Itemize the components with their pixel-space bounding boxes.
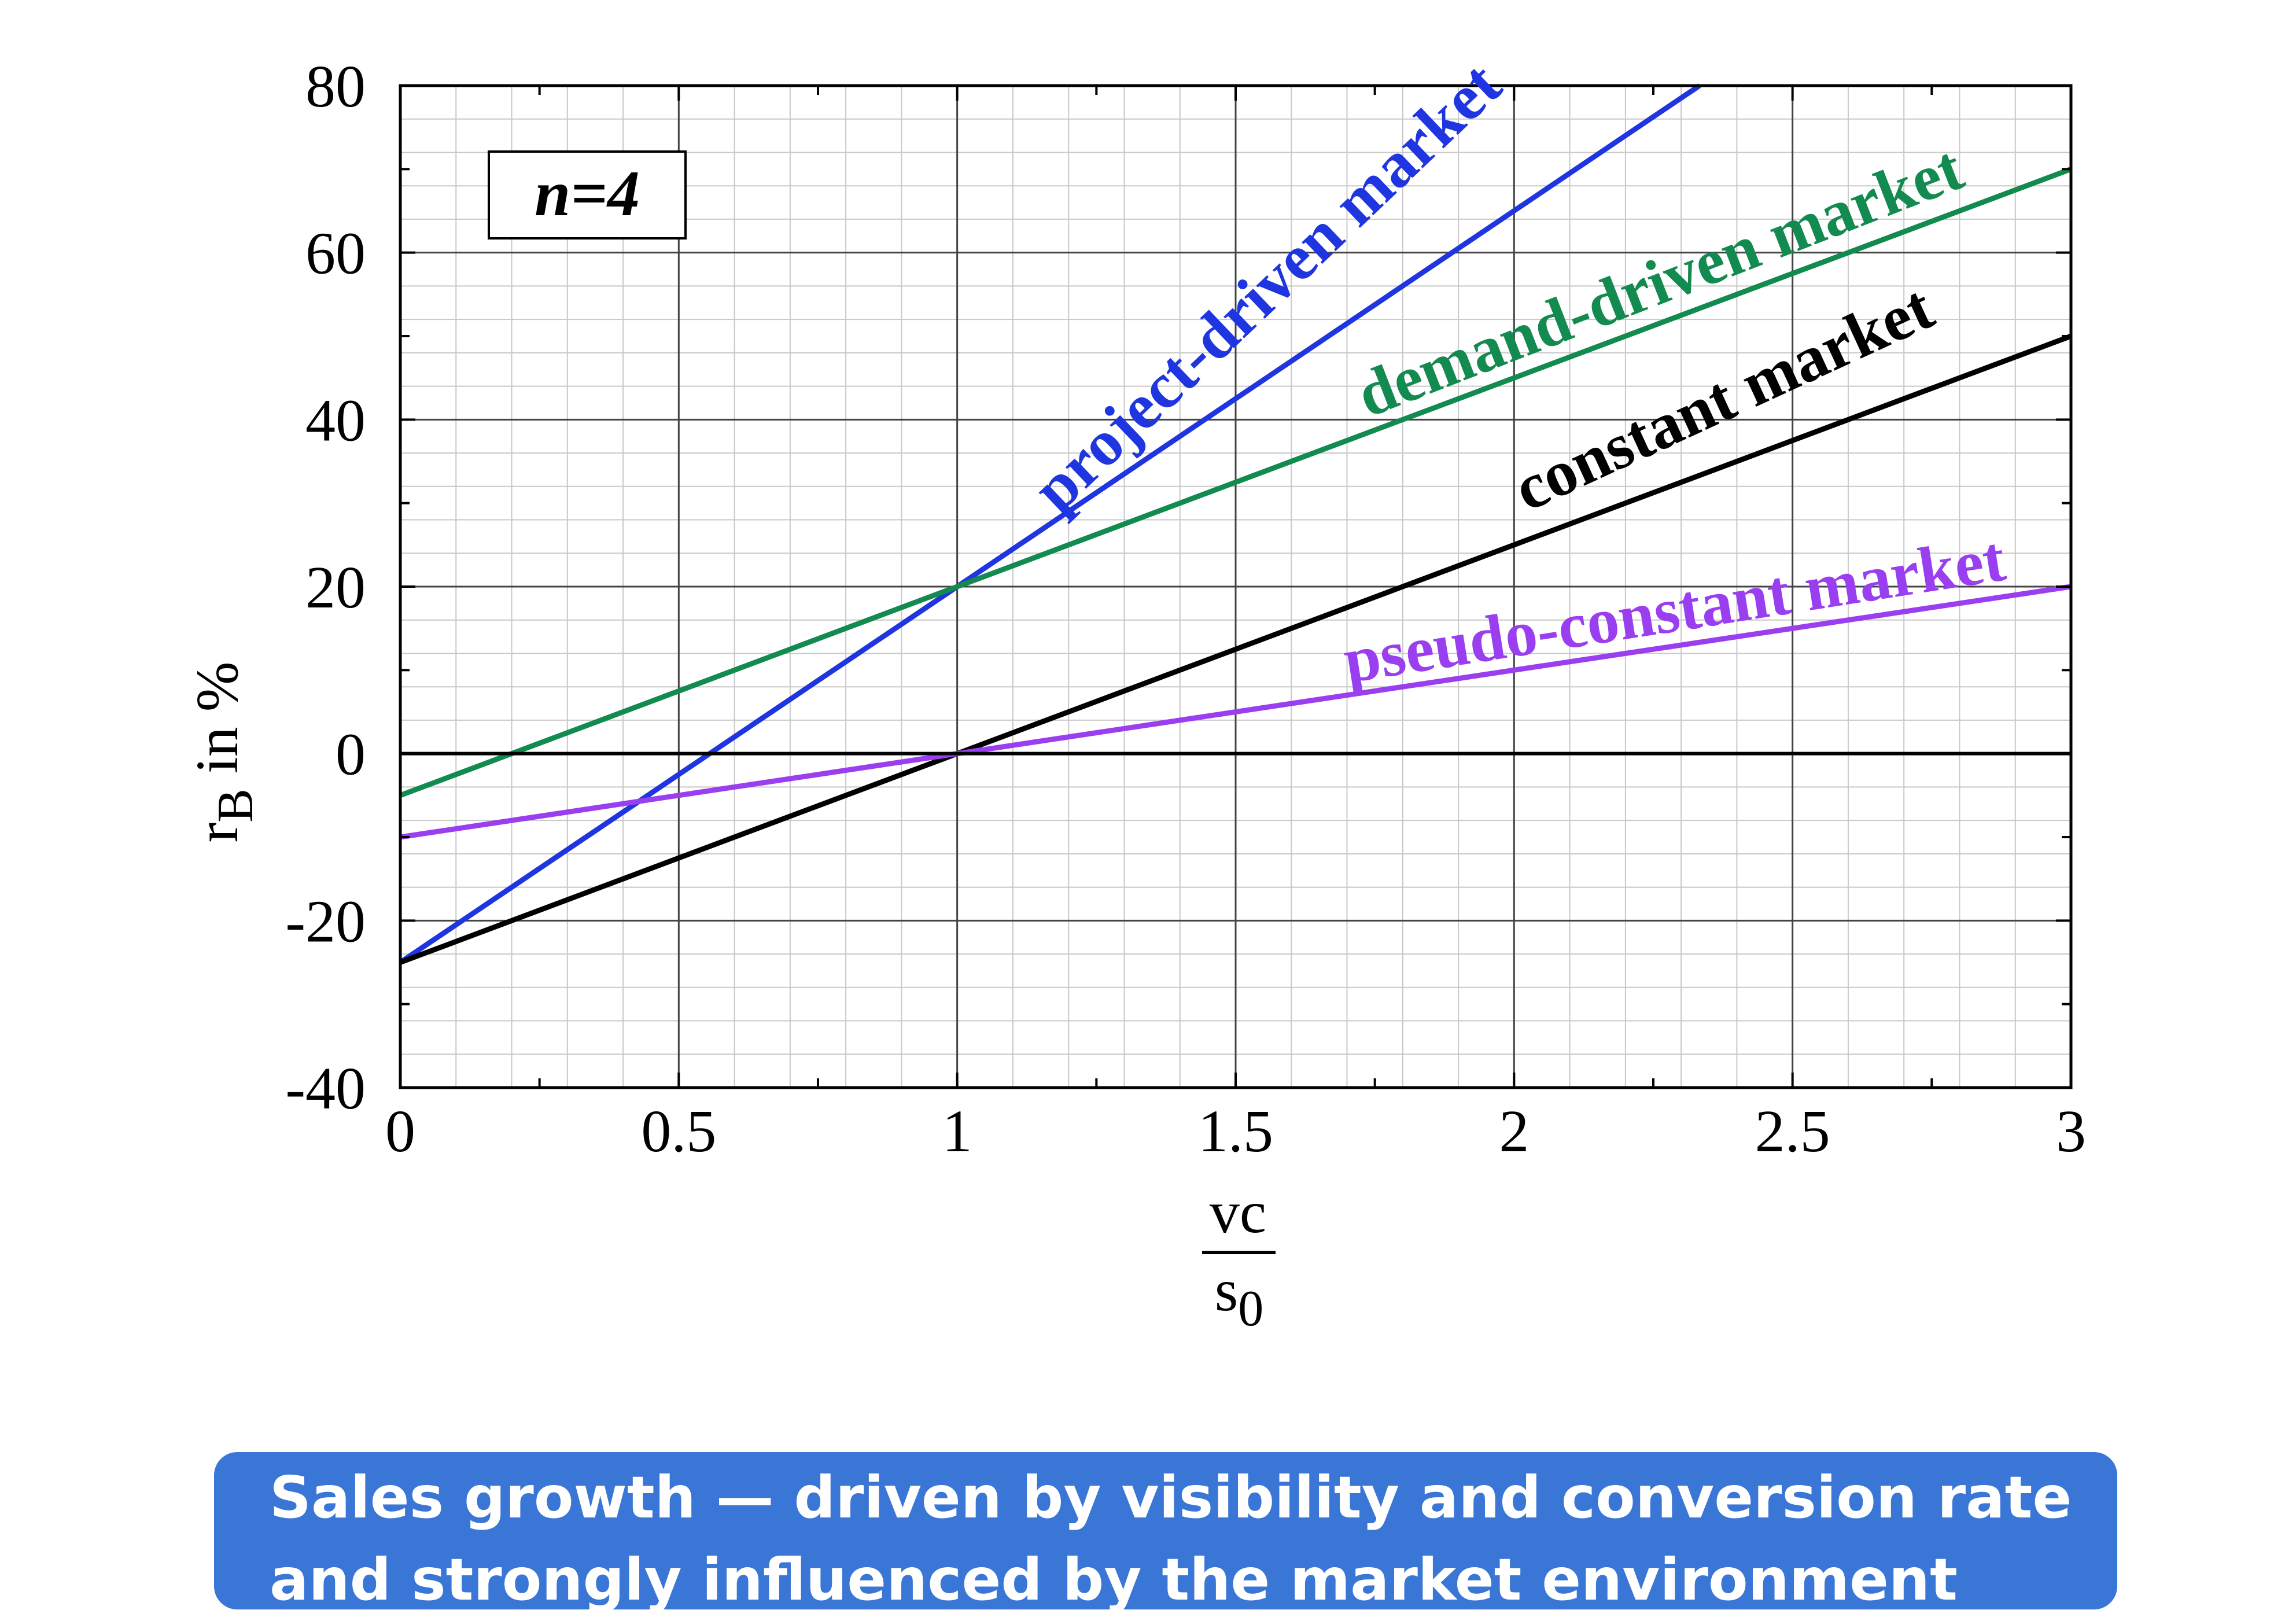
y-axis-label-suffix: in % [184, 662, 250, 789]
x-tick-label: 1 [942, 1098, 972, 1165]
y-tick-label: 60 [305, 220, 366, 287]
x-tick-label: 1.5 [1198, 1098, 1273, 1165]
caption-banner: Sales growth — driven by visibility and … [214, 1452, 2117, 1613]
series-label-project-driven: project-driven market [1019, 49, 1515, 525]
y-tick-label: 0 [336, 721, 366, 788]
x-axis-label-numerator: vc [1210, 1179, 1266, 1246]
x-tick-label: 3 [2056, 1098, 2086, 1165]
y-tick-label: 20 [305, 554, 366, 621]
y-tick-label: -40 [285, 1055, 366, 1122]
annotation-label: n=4 [535, 158, 640, 230]
y-tick-label: -20 [285, 888, 366, 955]
x-axis-label-denominator: s [1215, 1257, 1238, 1324]
caption-line-1: Sales growth — driven by visibility and … [270, 1464, 2072, 1531]
y-tick-label: 40 [305, 387, 366, 454]
y-axis-label-base: r [184, 823, 250, 843]
svg-text:s0: s0 [1215, 1257, 1263, 1337]
caption-line-2: and strongly influenced by the market en… [270, 1546, 1958, 1613]
y-axis-label-subscript: B [208, 789, 264, 823]
x-axis-label: vc s0 [1202, 1179, 1276, 1337]
x-tick-label: 0.5 [641, 1098, 716, 1165]
x-tick-label: 0 [385, 1098, 415, 1165]
x-tick-labels: 0 0.5 1 1.5 2 2.5 3 [385, 1098, 2086, 1165]
tick-marks [399, 84, 2072, 1089]
x-tick-label: 2 [1499, 1098, 1529, 1165]
y-axis-label: rB in % [184, 662, 264, 843]
annotation-box: n=4 [488, 150, 687, 240]
x-axis-label-denominator-subscript: 0 [1238, 1281, 1263, 1337]
x-tick-label: 2.5 [1755, 1098, 1830, 1165]
y-tick-label: 80 [305, 53, 366, 120]
series-line-demand-driven-market [399, 167, 2072, 798]
svg-text:rB in %: rB in % [184, 662, 264, 843]
y-tick-labels: -40 -20 0 20 40 60 80 [285, 53, 366, 1122]
